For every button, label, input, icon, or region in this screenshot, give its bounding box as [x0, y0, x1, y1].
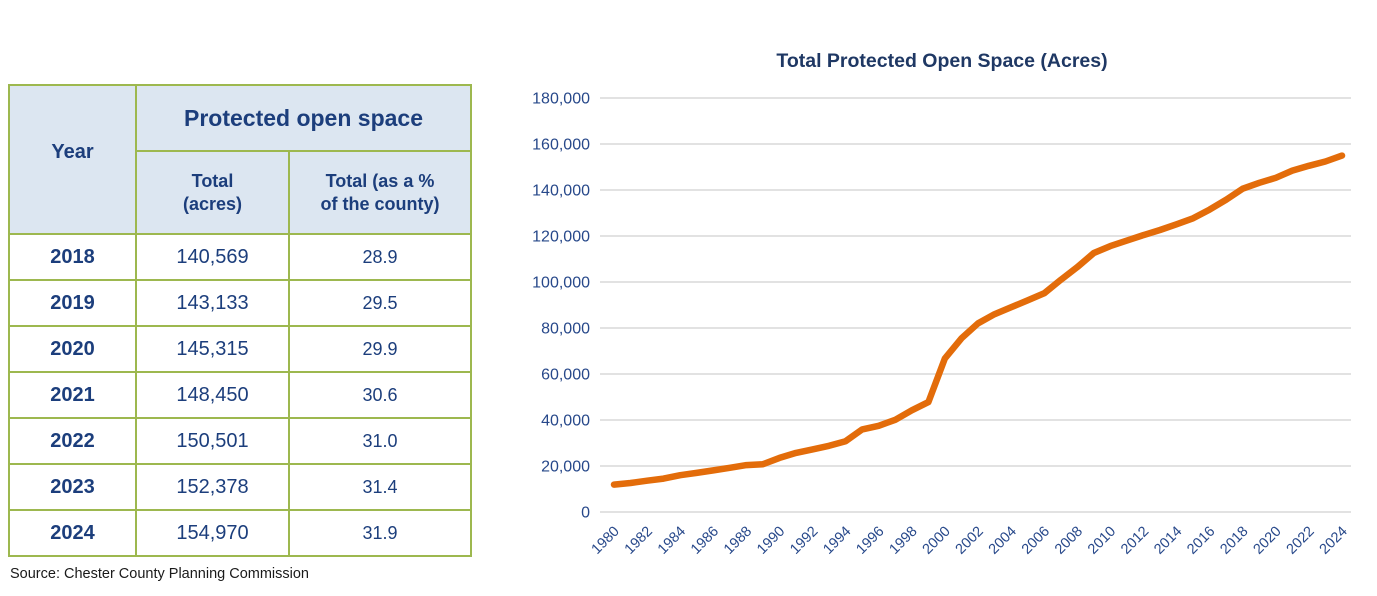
table-row: 2023 152,378 31.4 [8, 463, 472, 511]
x-tick-label: 1982 [622, 524, 656, 558]
x-tick-label: 2024 [1317, 524, 1351, 558]
pct-cell: 31.4 [288, 463, 472, 511]
pct-cell: 28.9 [288, 233, 472, 281]
y-tick-label: 100,000 [532, 275, 590, 292]
year-cell: 2021 [8, 371, 137, 419]
x-tick-label: 1986 [688, 524, 722, 558]
table-row: 2020 145,315 29.9 [8, 325, 472, 373]
table-row: 2022 150,501 31.0 [8, 417, 472, 465]
gridlines-group [600, 97, 1351, 513]
x-tick-label: 1988 [721, 524, 755, 558]
x-tick-label: 2014 [1151, 524, 1185, 558]
pct-cell: 29.9 [288, 325, 472, 373]
x-tick-label: 2006 [1019, 524, 1053, 558]
y-tick-label: 40,000 [541, 413, 590, 430]
acres-cell: 152,378 [135, 463, 290, 511]
x-tick-label: 2008 [1052, 524, 1086, 558]
year-cell: 2024 [8, 509, 137, 557]
x-tick-label: 2020 [1250, 524, 1284, 558]
x-axis-labels: 1980198219841986198819901992199419961998… [589, 524, 1351, 558]
pct-cell: 30.6 [288, 371, 472, 419]
acres-cell: 150,501 [135, 417, 290, 465]
y-tick-label: 60,000 [541, 367, 590, 384]
pct-cell: 29.5 [288, 279, 472, 327]
table-row: 2018 140,569 28.9 [8, 233, 472, 281]
x-tick-label: 2002 [953, 524, 987, 558]
acres-cell: 143,133 [135, 279, 290, 327]
year-cell: 2022 [8, 417, 137, 465]
percent-column-header: Total (as a % of the county) [288, 150, 472, 235]
x-tick-label: 2012 [1118, 524, 1152, 558]
acres-cell: 140,569 [135, 233, 290, 281]
year-column-header: Year [8, 84, 137, 235]
x-tick-label: 1996 [853, 524, 887, 558]
x-tick-label: 1984 [655, 524, 689, 558]
chart-title: Total Protected Open Space (Acres) [776, 50, 1107, 72]
table-row: 2021 148,450 30.6 [8, 371, 472, 419]
y-tick-label: 80,000 [541, 321, 590, 338]
y-axis-labels: 0 20,000 40,000 60,000 80,000 100,000 120,000 1… [532, 91, 590, 522]
year-cell: 2018 [8, 233, 137, 281]
pct-cell: 31.9 [288, 509, 472, 557]
year-cell: 2019 [8, 279, 137, 327]
table-row: 2019 143,133 29.5 [8, 279, 472, 327]
y-tick-label: 0 [581, 505, 590, 522]
table-row: 2024 154,970 31.9 [8, 509, 472, 557]
x-tick-label: 1980 [589, 524, 623, 558]
acres-cell: 154,970 [135, 509, 290, 557]
x-tick-label: 2022 [1284, 524, 1318, 558]
protected-open-space-table: Year Protected open space Total (acres) … [8, 84, 472, 557]
table-header-row-2: Total (acres) Total (as a % of the count… [9, 150, 472, 235]
x-tick-label: 2004 [986, 524, 1020, 558]
y-tick-label: 180,000 [532, 91, 590, 108]
data-series-group [610, 152, 1346, 488]
table-header-row-1: Year Protected open space [8, 84, 472, 235]
acres-cell: 148,450 [135, 371, 290, 419]
trend-line [610, 152, 1346, 488]
year-cell: 2020 [8, 325, 137, 373]
y-tick-label: 20,000 [541, 459, 590, 476]
year-cell: 2023 [8, 463, 137, 511]
y-tick-label: 120,000 [532, 229, 590, 246]
source-text: Source: Chester County Planning Commissi… [10, 566, 309, 582]
acres-cell: 145,315 [135, 325, 290, 373]
group-header: Protected open space [135, 84, 472, 152]
x-tick-label: 2010 [1085, 524, 1119, 558]
y-tick-label: 140,000 [532, 183, 590, 200]
x-tick-label: 1998 [887, 524, 921, 558]
open-space-table-section: Year Protected open space Total (acres) … [8, 84, 474, 582]
x-tick-label: 1990 [754, 524, 788, 558]
x-tick-label: 2018 [1217, 524, 1251, 558]
y-tick-label: 160,000 [532, 137, 590, 154]
acres-column-header: Total (acres) [135, 150, 290, 235]
x-tick-label: 2016 [1184, 524, 1218, 558]
x-tick-label: 1994 [820, 524, 854, 558]
pct-cell: 31.0 [288, 417, 472, 465]
x-tick-label: 1992 [787, 524, 821, 558]
x-tick-label: 2000 [920, 524, 954, 558]
